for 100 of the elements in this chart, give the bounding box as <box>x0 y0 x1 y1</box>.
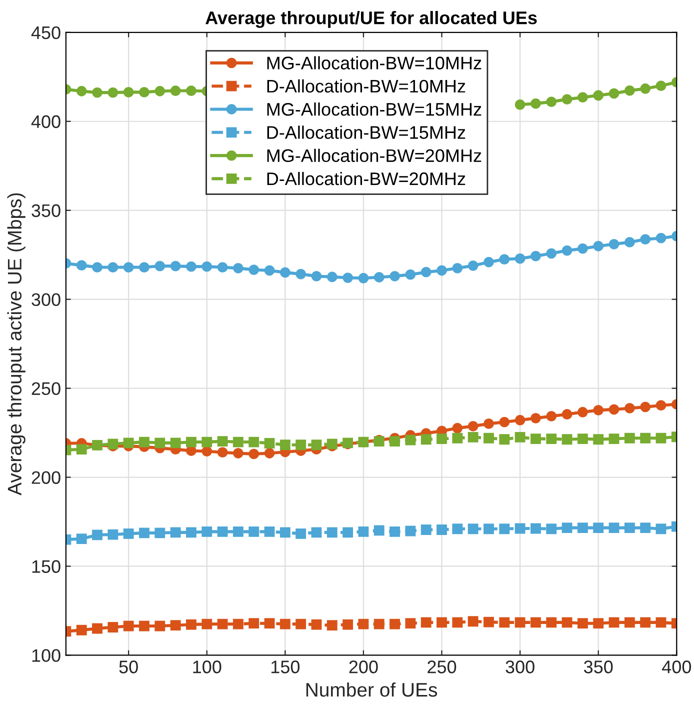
point <box>390 526 400 537</box>
point <box>76 86 87 96</box>
point <box>624 432 635 444</box>
point <box>484 616 494 628</box>
point <box>186 527 196 538</box>
point <box>484 432 494 444</box>
point <box>139 436 150 448</box>
point <box>232 262 244 274</box>
point <box>656 232 666 244</box>
point <box>342 272 354 283</box>
point <box>514 99 526 110</box>
point <box>436 434 447 444</box>
x-tick-label: 300 <box>506 660 534 674</box>
point <box>296 618 306 630</box>
point <box>358 272 369 284</box>
chart-title: Average throuput/UE for allocated UEs <box>206 10 537 28</box>
point <box>562 409 572 420</box>
point <box>154 86 166 96</box>
point <box>420 617 432 628</box>
point <box>76 624 87 636</box>
point <box>420 266 432 278</box>
point <box>186 436 196 448</box>
point <box>264 448 275 458</box>
point <box>468 260 478 271</box>
y-tick-label: 100 <box>32 649 60 662</box>
point <box>154 528 166 538</box>
point <box>452 432 463 444</box>
point <box>656 617 666 628</box>
point <box>405 618 416 629</box>
point <box>280 440 290 450</box>
legend-label: MG-Allocation-BW=10MHz <box>267 56 482 70</box>
y-tick-label: 450 <box>31 26 60 40</box>
point <box>593 404 604 416</box>
point <box>390 436 400 447</box>
point <box>170 260 181 272</box>
point <box>248 618 260 629</box>
x-tick-label: 100 <box>193 660 222 674</box>
point <box>311 440 322 450</box>
point <box>232 526 244 537</box>
point <box>311 270 322 282</box>
point <box>390 270 400 282</box>
point <box>562 94 572 105</box>
point <box>123 528 134 539</box>
point <box>264 438 275 448</box>
point <box>217 618 228 630</box>
point <box>374 618 384 630</box>
point <box>374 525 384 536</box>
legend-label: MG-Allocation-BW=20MHz <box>267 148 482 162</box>
point <box>139 262 150 272</box>
point <box>405 434 416 446</box>
y-axis-title: Average throuput active UE (Mbps) <box>7 193 26 496</box>
point <box>514 617 526 628</box>
point <box>217 436 228 447</box>
point <box>624 522 635 533</box>
point <box>202 261 212 272</box>
x-tick-label: 350 <box>584 660 613 674</box>
point <box>530 412 541 424</box>
point <box>248 448 260 460</box>
point <box>170 527 181 538</box>
point <box>154 620 166 632</box>
point <box>123 86 134 98</box>
point <box>108 529 118 540</box>
point <box>546 434 557 444</box>
point <box>593 618 604 629</box>
point <box>546 96 557 108</box>
point <box>640 522 651 533</box>
point <box>608 404 620 415</box>
point <box>139 86 150 98</box>
point <box>248 264 260 275</box>
point <box>562 522 572 533</box>
point <box>186 446 196 456</box>
point <box>656 524 666 534</box>
point <box>76 444 87 455</box>
x-tick-label: 400 <box>662 660 692 674</box>
point <box>484 524 494 534</box>
point <box>123 620 134 632</box>
point <box>499 524 510 534</box>
point <box>608 522 620 533</box>
point <box>108 87 118 98</box>
point <box>405 269 416 280</box>
point <box>154 438 166 448</box>
point <box>296 440 306 450</box>
point <box>170 620 181 631</box>
point <box>530 250 541 262</box>
point <box>202 526 212 537</box>
y-tick-label: 250 <box>32 382 60 396</box>
legend-label: D-Allocation-BW=20MHz <box>267 172 466 186</box>
point <box>514 414 526 426</box>
point <box>248 436 260 448</box>
point <box>468 616 478 627</box>
point <box>530 434 541 444</box>
point <box>217 526 228 537</box>
point <box>92 623 102 634</box>
y-tick-label: 400 <box>31 115 60 128</box>
point <box>577 522 588 533</box>
point <box>264 526 275 537</box>
point <box>484 256 494 268</box>
point <box>593 434 604 445</box>
point <box>202 436 212 448</box>
point <box>624 85 635 96</box>
